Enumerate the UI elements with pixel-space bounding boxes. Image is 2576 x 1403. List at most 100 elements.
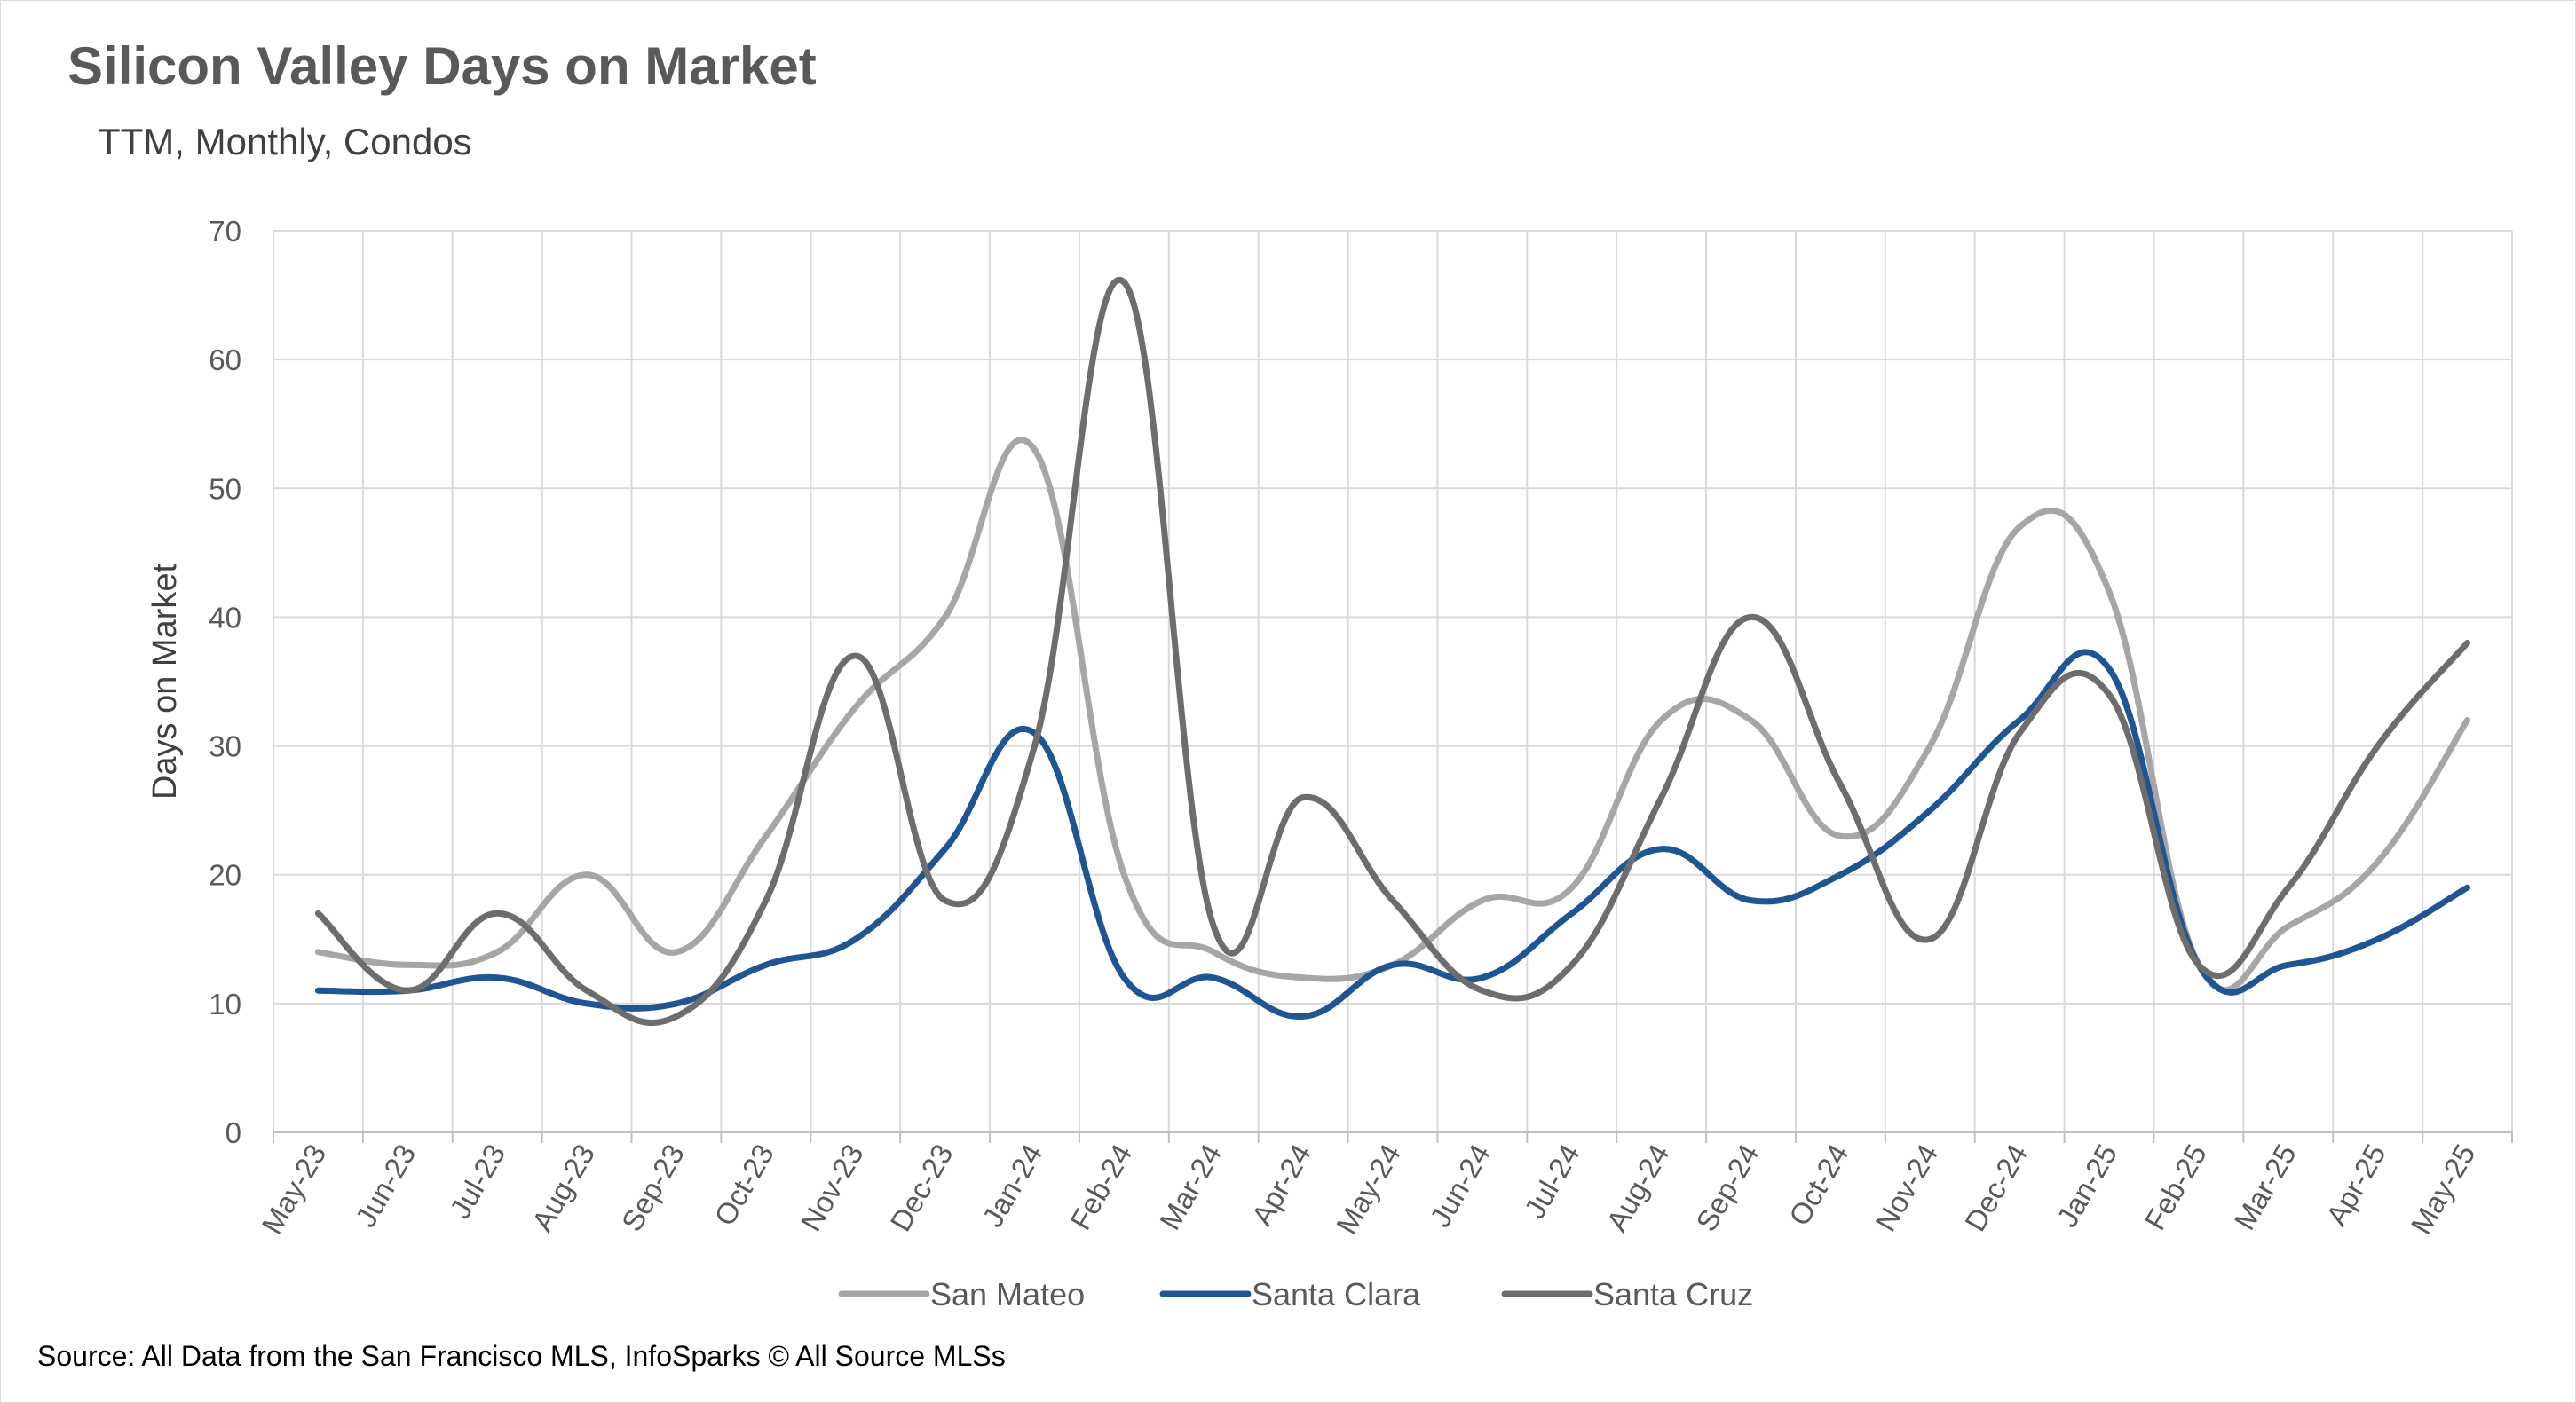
data-point-san-mateo-Oct-24 [1837,833,1843,839]
data-point-santa-cruz-Aug-23 [584,988,589,993]
x-tick-label-Sep-24: Sep-24 [1689,1139,1765,1237]
data-point-santa-clara-Nov-23 [853,936,858,942]
y-tick-label-30: 30 [209,730,241,763]
data-point-santa-cruz-Jan-25 [2106,692,2112,698]
data-point-san-mateo-Jul-23 [494,950,500,955]
data-point-santa-cruz-May-25 [2465,640,2470,645]
data-point-santa-clara-Mar-24 [1211,975,1216,981]
chart-title: Silicon Valley Days on Market [67,36,817,96]
data-point-san-mateo-Dec-24 [2017,524,2022,530]
data-point-santa-cruz-May-24 [1390,898,1395,903]
x-tick-label-Jan-25: Jan-25 [2051,1139,2123,1233]
data-point-santa-cruz-Dec-24 [2017,730,2022,736]
data-point-santa-clara-Sep-24 [1749,898,1754,903]
data-point-santa-cruz-Jan-24 [1031,744,1037,749]
x-tick-label-Aug-24: Aug-24 [1600,1139,1675,1237]
y-tick-label-0: 0 [225,1116,241,1149]
legend: San Mateo Santa Clara Santa Cruz [838,1276,1753,1312]
x-tick-label-Oct-24: Oct-24 [1782,1139,1855,1231]
data-point-san-mateo-Dec-23 [943,614,948,619]
x-tick-label-Jun-23: Jun-23 [349,1139,422,1233]
series-line-santa-cruz [314,276,2471,1027]
data-point-santa-cruz-Feb-25 [2196,962,2201,967]
data-point-san-mateo-Feb-24 [1121,872,1126,878]
data-point-san-mateo-Jan-25 [2106,588,2112,594]
data-point-santa-clara-Aug-24 [1659,847,1664,852]
data-point-santa-clara-Aug-23 [584,1001,589,1006]
data-point-santa-cruz-Oct-23 [763,898,769,903]
data-point-santa-clara-Sep-23 [674,1001,679,1006]
x-tick-label-May-24: May-24 [1330,1139,1407,1240]
x-tick-label-Feb-25: Feb-25 [2138,1139,2213,1235]
data-point-santa-cruz-Dec-23 [943,898,948,903]
x-tick-label-Nov-23: Nov-23 [794,1139,870,1237]
data-point-santa-cruz-Nov-23 [853,653,858,658]
y-tick-label-40: 40 [209,601,241,634]
data-point-santa-clara-Oct-23 [763,962,769,967]
data-point-san-mateo-May-23 [315,950,320,955]
x-tick-label-Dec-23: Dec-23 [883,1139,959,1237]
series-lines [314,276,2471,1027]
legend-label-santa-clara: Santa Clara [1252,1276,1421,1312]
data-point-santa-cruz-Mar-25 [2286,885,2291,890]
source-note: Source: All Data from the San Francisco … [37,1340,1006,1372]
x-tick-label-Nov-24: Nov-24 [1869,1139,1944,1237]
series-san-mateo [314,437,2471,994]
data-point-santa-clara-Jul-24 [1569,910,1575,916]
series-santa-cruz [314,276,2471,1027]
x-tick-label-Jul-23: Jul-23 [443,1139,511,1224]
x-tick-label-Jan-24: Jan-24 [976,1139,1048,1233]
y-tick-label-50: 50 [209,472,241,505]
y-axis-title: Days on Market [146,564,184,800]
data-point-san-mateo-Aug-23 [584,872,589,878]
data-point-santa-cruz-Sep-23 [674,1013,679,1019]
data-point-santa-clara-Dec-23 [943,847,948,852]
data-point-san-mateo-Sep-24 [1749,718,1754,723]
series-line-santa-clara [314,649,2471,1020]
data-point-santa-cruz-Nov-24 [1927,936,1932,942]
data-point-santa-cruz-Jun-23 [405,988,410,993]
series-santa-clara [314,649,2471,1020]
y-tick-label-60: 60 [209,343,241,376]
data-point-santa-clara-Jul-23 [494,975,500,981]
x-axis-ticks: May-23 Jun-23 Jul-23 Aug-23 Sep-23 Oct-23 Nov-… [255,1139,2481,1240]
data-point-santa-clara-Dec-24 [2017,718,2022,723]
data-point-santa-clara-Nov-24 [1927,808,1932,813]
legend-item-santa-clara: Santa Clara [1159,1276,1421,1312]
data-point-santa-clara-May-24 [1390,962,1395,967]
data-point-san-mateo-Mar-25 [2286,924,2291,929]
data-point-santa-clara-May-23 [315,988,320,993]
data-point-san-mateo-Mar-24 [1211,950,1216,955]
x-tick-label-Apr-25: Apr-25 [2319,1139,2392,1231]
x-tick-label-Apr-24: Apr-24 [1245,1139,1318,1231]
chart-subtitle: TTM, Monthly, Condos [98,121,472,162]
data-point-santa-cruz-Feb-24 [1121,280,1126,285]
legend-label-san-mateo: San Mateo [930,1276,1085,1312]
data-point-santa-clara-Apr-24 [1300,1013,1306,1019]
data-point-san-mateo-Apr-24 [1300,975,1306,981]
y-tick-label-70: 70 [209,215,241,248]
data-point-santa-cruz-May-23 [315,910,320,916]
x-tick-label-Aug-23: Aug-23 [525,1139,601,1237]
y-tick-label-20: 20 [209,859,241,892]
data-point-san-mateo-Jul-24 [1569,885,1575,890]
data-point-santa-clara-Jun-24 [1480,975,1485,981]
data-point-san-mateo-Nov-23 [853,705,858,710]
data-point-santa-cruz-Jun-24 [1480,988,1485,993]
data-point-san-mateo-Apr-25 [2375,859,2381,864]
data-point-santa-cruz-Apr-25 [2375,744,2381,749]
data-point-santa-clara-Feb-24 [1121,975,1126,981]
gridlines [273,230,2513,1132]
series-line-san-mateo [314,437,2471,994]
x-tick-label-Jul-24: Jul-24 [1518,1139,1586,1224]
x-tick-label-May-25: May-25 [2405,1139,2482,1240]
data-point-san-mateo-Jun-23 [405,962,410,967]
data-point-san-mateo-May-25 [2465,718,2470,723]
data-point-santa-clara-Oct-24 [1837,872,1843,878]
legend-label-santa-cruz: Santa Cruz [1593,1276,1753,1312]
x-tick-label-Oct-23: Oct-23 [707,1139,780,1231]
x-tick-label-Jun-24: Jun-24 [1423,1139,1496,1233]
data-point-san-mateo-Oct-23 [763,833,769,839]
x-tick-label-Feb-24: Feb-24 [1063,1139,1138,1235]
